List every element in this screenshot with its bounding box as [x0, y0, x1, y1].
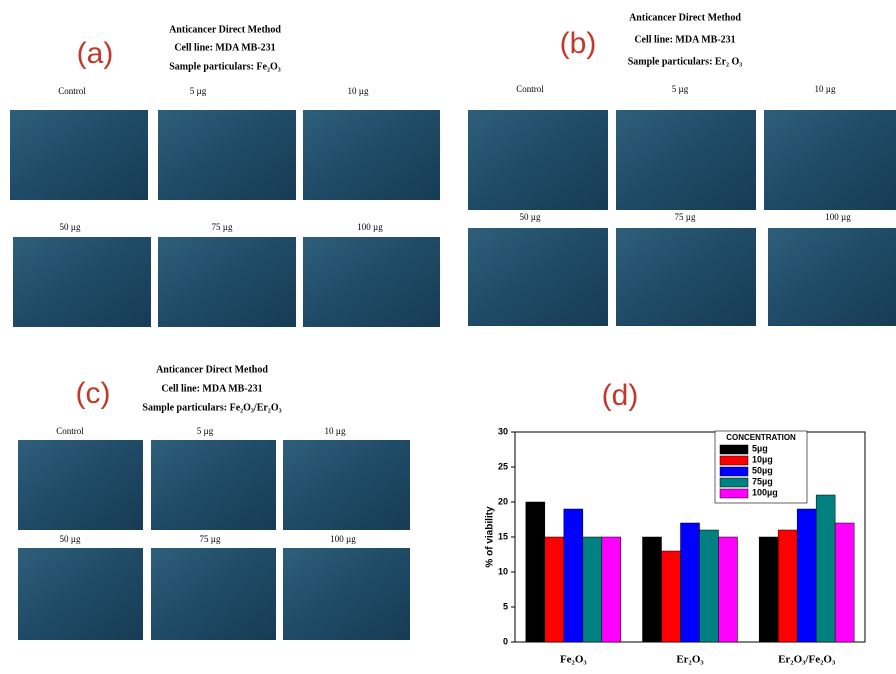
- bar: [797, 509, 816, 642]
- bar: [662, 551, 681, 642]
- y-tick-label: 25: [498, 461, 508, 471]
- micrograph: [468, 228, 608, 326]
- micrograph: [764, 110, 896, 210]
- panel-title: Sample particulars: Fe₂O₃/Er₂O₃: [142, 402, 281, 413]
- image-label: 100 µg: [825, 212, 851, 222]
- y-tick-label: 10: [498, 566, 508, 576]
- figure: (a) Anticancer Direct Method Cell line: MD…: [0, 0, 896, 669]
- panel-label: (b): [560, 27, 597, 60]
- legend-label: 100µg: [752, 487, 778, 497]
- panel-label: (c): [76, 377, 111, 410]
- x-tick-label: Fe₂O₃: [560, 654, 587, 666]
- image-label: Control: [56, 426, 84, 436]
- image-label: 100 µg: [357, 222, 383, 232]
- panel-title: Anticancer Direct Method: [629, 12, 741, 23]
- image-label: 75 µg: [212, 222, 233, 232]
- micrograph: [151, 440, 276, 530]
- bar: [643, 537, 662, 642]
- legend-label: 10µg: [752, 454, 773, 464]
- bar: [759, 537, 778, 642]
- image-label: Control: [516, 84, 544, 94]
- micrograph: [616, 228, 756, 326]
- bar: [719, 537, 738, 642]
- panel-title: Sample particulars: Er₂ O₃: [628, 56, 743, 67]
- bar: [700, 530, 719, 642]
- image-label: 50 µg: [60, 534, 81, 544]
- micrograph: [13, 237, 151, 327]
- micrograph: [616, 110, 756, 210]
- legend-label: 75µg: [752, 476, 773, 486]
- bar: [602, 537, 621, 642]
- panel-label: (d): [602, 379, 639, 412]
- image-label: 100 µg: [330, 534, 356, 544]
- legend-swatch: [720, 478, 748, 487]
- bar: [816, 495, 835, 642]
- micrograph: [303, 237, 440, 327]
- y-tick-label: 15: [498, 531, 508, 541]
- y-axis-label: % of viability: [485, 506, 496, 568]
- legend-swatch: [720, 489, 748, 498]
- legend-swatch: [720, 456, 748, 465]
- micrograph: [283, 440, 410, 530]
- y-tick-label: 5: [503, 601, 508, 611]
- micrograph: [303, 110, 440, 200]
- bar: [545, 537, 564, 642]
- panel-title: Cell line: MDA MB-231: [634, 34, 735, 45]
- legend-label: 5µg: [752, 443, 768, 453]
- image-label: 10 µg: [348, 86, 369, 96]
- legend-swatch: [720, 445, 748, 454]
- image-label: 5 µg: [197, 426, 214, 436]
- x-tick-label: Er₂O₃: [676, 654, 704, 666]
- micrograph: [158, 110, 296, 200]
- micrograph: [18, 440, 143, 530]
- image-label: Control: [58, 86, 86, 96]
- bar: [681, 523, 700, 642]
- bar: [778, 530, 797, 642]
- y-tick-label: 30: [498, 426, 508, 436]
- legend-swatch: [720, 467, 748, 476]
- micrograph: [768, 228, 896, 326]
- micrograph: [283, 548, 410, 640]
- micrograph: [158, 237, 296, 327]
- micrograph: [151, 548, 276, 640]
- y-tick-label: 0: [503, 636, 508, 646]
- legend-label: 50µg: [752, 465, 773, 475]
- image-label: 10 µg: [325, 426, 346, 436]
- panel-title: Sample particulars: Fe₂O₃: [169, 61, 281, 72]
- panel-title: Anticancer Direct Method: [169, 24, 281, 35]
- image-label: 50 µg: [520, 212, 541, 222]
- panel-title: Anticancer Direct Method: [156, 364, 268, 375]
- image-label: 5 µg: [190, 86, 207, 96]
- image-label: 50 µg: [60, 222, 81, 232]
- micrograph: [10, 110, 148, 200]
- panel-label: (a): [77, 37, 114, 70]
- panel-title: Cell line: MDA MB-231: [161, 383, 262, 394]
- legend-title: CONCENTRATION: [726, 433, 796, 442]
- image-label: 75 µg: [675, 212, 696, 222]
- image-label: 10 µg: [815, 84, 836, 94]
- bar: [583, 537, 602, 642]
- bar: [526, 502, 545, 642]
- bar: [564, 509, 583, 642]
- x-tick-label: Er₂O₃/Fe₂O₃: [778, 654, 836, 666]
- image-label: 5 µg: [672, 84, 689, 94]
- y-tick-label: 20: [498, 496, 508, 506]
- bar: [835, 523, 854, 642]
- panel-title: Cell line: MDA MB-231: [174, 42, 275, 53]
- micrograph: [18, 548, 143, 640]
- micrograph: [468, 110, 608, 210]
- image-label: 75 µg: [200, 534, 221, 544]
